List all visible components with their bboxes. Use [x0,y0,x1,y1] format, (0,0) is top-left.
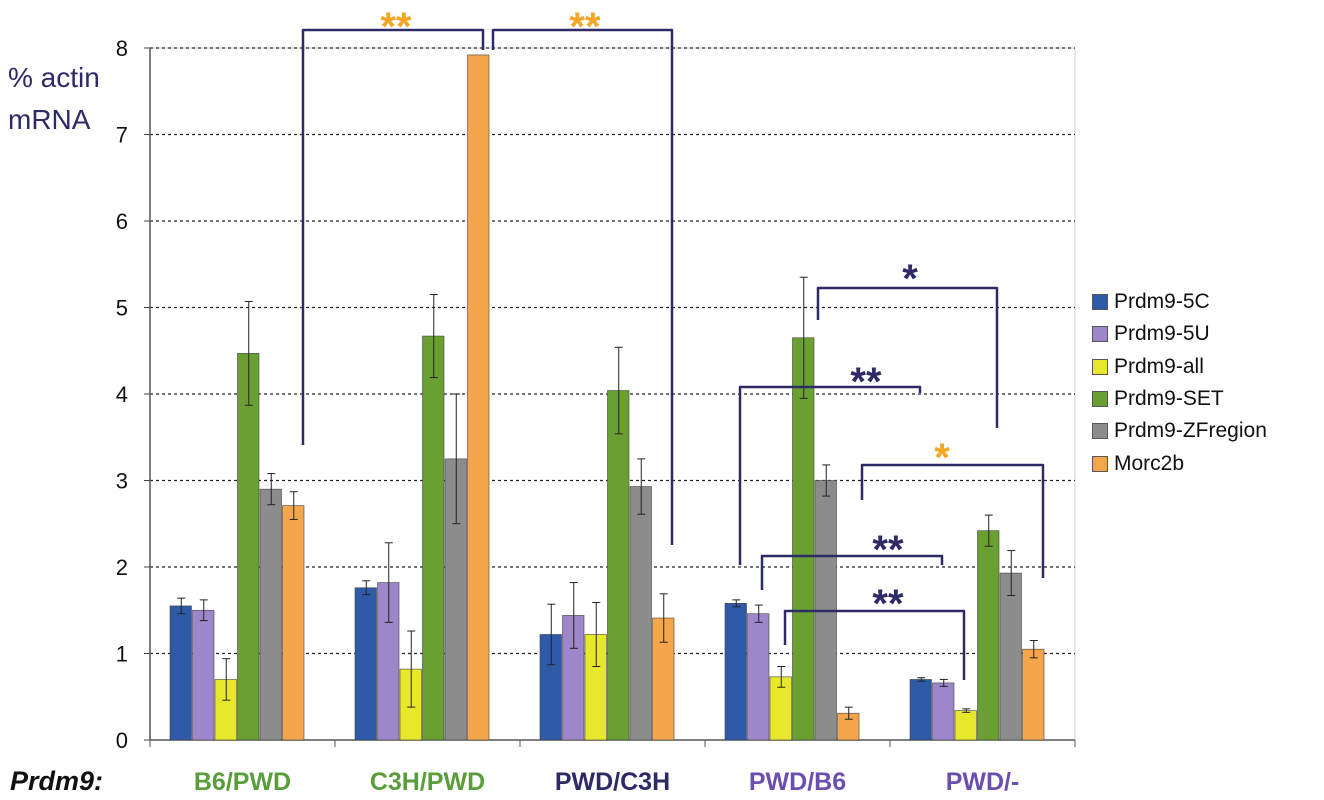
bar-prdm9-5c-1 [354,587,377,741]
significance-bracket [816,286,999,428]
category-label: PWD/C3H [555,768,670,796]
y-tick-label: 1 [116,642,128,667]
bar-prdm9-set-2 [607,390,630,741]
y-tick-label: 3 [116,469,128,494]
legend-item-prdm9-5u: Prdm9-5U [1092,318,1267,350]
bar-prdm9-zfregion-0 [259,488,282,741]
bar-prdm9-5c-3 [724,603,747,741]
significance-bracket [783,609,966,680]
bar-prdm9-zfregion-4 [999,572,1022,741]
y-tick-label: 4 [116,382,128,407]
bar-prdm9-5u-4 [932,682,955,741]
bar-prdm9-5c-0 [169,605,192,741]
category-label: C3H/PWD [370,768,485,796]
y-tick-label: 7 [116,123,128,148]
bar-morc2b-0 [282,505,305,741]
bar-prdm9-5c-4 [909,679,932,741]
bar-prdm9-set-4 [977,530,1000,741]
y-tick-label: 6 [116,209,128,234]
legend-item-prdm9-set: Prdm9-SET [1092,383,1267,415]
legend-item-prdm9-zfregion: Prdm9-ZFregion [1092,415,1267,447]
significance-bracket [301,28,485,445]
legend-label: Prdm9-ZFregion [1114,419,1267,443]
significance-marker: ** [872,582,904,626]
legend-label: Prdm9-SET [1114,387,1224,411]
bar-prdm9-all-4 [954,710,977,741]
legend-swatch [1092,358,1108,375]
category-label: PWD/- [946,768,1020,796]
legend-swatch [1092,455,1108,472]
legend-label: Prdm9-5U [1114,322,1210,346]
bar-prdm9-5u-3 [747,613,770,741]
y-tick-label: 0 [116,728,128,753]
legend-swatch [1092,326,1108,343]
legend-label: Prdm9-all [1114,354,1204,378]
significance-marker: ** [850,360,882,404]
legend-item-prdm9-5c: Prdm9-5C [1092,286,1267,318]
significance-marker: ** [569,5,601,49]
significance-bracket [860,463,1045,578]
legend: Prdm9-5C Prdm9-5U Prdm9-all Prdm9-SET Prdm9-… [1092,286,1267,480]
legend-label: Prdm9-5C [1114,290,1210,314]
legend-swatch [1092,294,1108,311]
bar-prdm9-set-0 [237,353,260,741]
legend-item-morc2b: Morc2b [1092,447,1267,479]
significance-marker: * [902,257,918,301]
y-tick-label: 8 [116,36,128,61]
category-label: PWD/B6 [749,768,846,796]
legend-label: Morc2b [1114,451,1185,475]
significance-bracket [738,385,922,565]
significance-marker: * [934,436,950,480]
significance-bracket [760,554,944,590]
legend-swatch [1092,391,1108,408]
y-tick-label: 5 [116,296,128,321]
significance-marker: ** [380,5,412,49]
y-tick-label: 2 [116,555,128,580]
bar-morc2b-4 [1022,648,1045,741]
bar-prdm9-5u-0 [192,609,215,741]
bar-prdm9-zfregion-2 [629,486,652,741]
legend-swatch [1092,423,1108,440]
y-axis-label-line-2: mRNA [8,104,91,135]
y-axis-label-line-1: % actin [8,62,100,93]
significance-marker: ** [872,528,904,572]
x-axis-label: Prdm9: [10,766,103,796]
bar-morc2b-1 [467,54,490,741]
category-label: B6/PWD [194,768,291,796]
significance-bracket [491,28,674,545]
bar-prdm9-set-1 [422,335,445,741]
legend-item-prdm9-all: Prdm9-all [1092,351,1267,383]
